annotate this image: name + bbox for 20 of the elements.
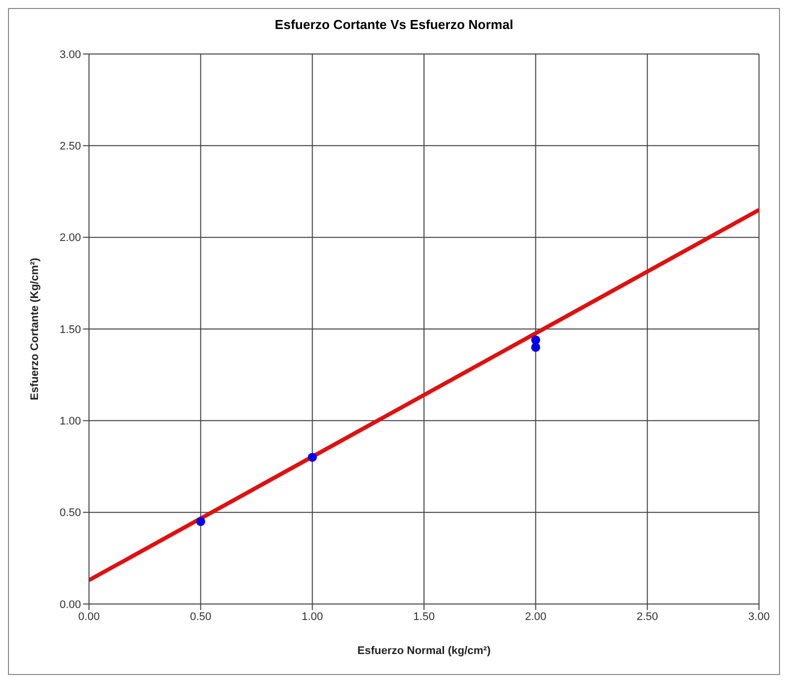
point	[308, 452, 317, 462]
y-tick-label: 1.00	[60, 416, 81, 428]
y-axis-title: Esfuerzo Cortante (Kg/cm²)	[28, 257, 41, 400]
x-tick-label: 2.00	[524, 610, 546, 623]
x-tick-label: 1.00	[302, 610, 324, 623]
point	[531, 335, 540, 345]
x-tick-label: 1.50	[413, 610, 435, 623]
y-tick-label: 2.50	[60, 140, 81, 153]
chart-title: Esfuerzo Cortante Vs Esfuerzo Normal	[274, 17, 514, 32]
y-tick-label: 0.50	[60, 507, 81, 520]
x-axis-title: Esfuerzo Normal (kg/cm²)	[357, 645, 491, 657]
y-tick-label: 2.00	[60, 232, 81, 244]
x-tick-label: 0.00	[78, 610, 100, 623]
x-tick-label: 2.50	[636, 610, 658, 623]
x-tick-label: 3.00	[748, 610, 770, 623]
y-tick-label: 1.50	[60, 324, 81, 336]
y-tick-label: 3.00	[60, 48, 81, 61]
x-tick-label: 0.50	[190, 610, 212, 623]
point	[196, 516, 206, 526]
y-tick-label: 0.00	[60, 598, 81, 611]
